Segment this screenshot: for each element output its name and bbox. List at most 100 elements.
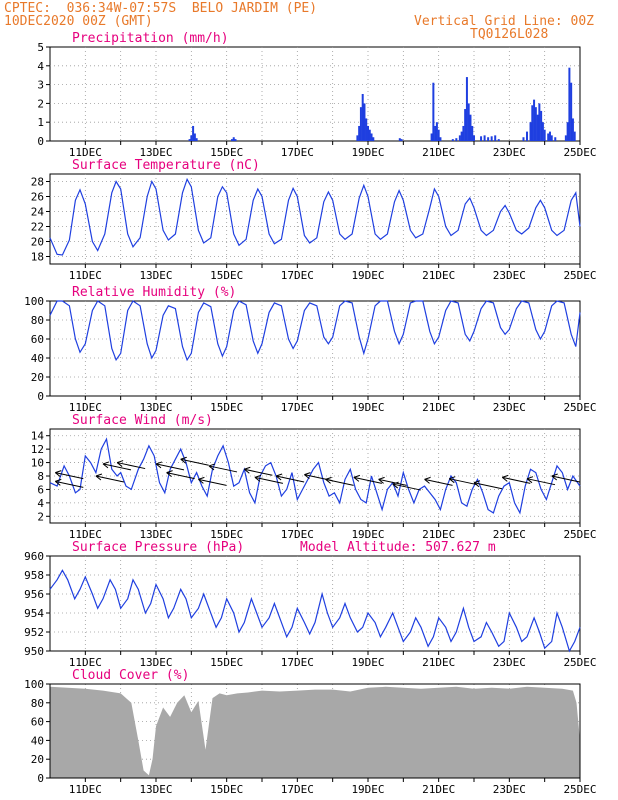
precip-bar <box>526 131 528 141</box>
precip-bar <box>480 136 483 141</box>
x-tick-label: 13DEC <box>139 783 172 796</box>
x-tick-label: 25DEC <box>563 146 596 159</box>
precip-bar <box>232 137 235 141</box>
precip-bar <box>368 129 371 141</box>
precip-bar <box>462 125 465 141</box>
y-tick-label: 2 <box>37 97 44 110</box>
precip-bar <box>543 129 546 141</box>
precip-bar <box>398 138 401 141</box>
wind-arrow <box>526 478 556 486</box>
y-tick-label: 20 <box>31 371 44 384</box>
precip-bar <box>361 94 364 141</box>
x-tick-label: 21DEC <box>422 656 455 669</box>
wind-arrow <box>325 478 354 486</box>
x-tick-label: 21DEC <box>422 783 455 796</box>
header-model-code: TQ0126L028 <box>470 27 549 42</box>
wind-arrow <box>166 472 195 480</box>
x-tick-label: 11DEC <box>69 269 102 282</box>
y-tick-label: 956 <box>24 588 44 601</box>
header-station: CPTEC: 036:34W-07:57S BELO JARDIM (PE) <box>4 1 318 16</box>
series-line <box>49 177 581 256</box>
panel-3 <box>46 428 581 527</box>
wind-arrow-head <box>155 461 163 469</box>
y-tick-label: 2 <box>37 510 44 523</box>
precip-bar <box>358 125 361 141</box>
wind-arrow <box>502 476 531 484</box>
x-tick-label: 23DEC <box>493 783 526 796</box>
x-tick-label: 25DEC <box>563 656 596 669</box>
wind-arrow-head <box>448 476 456 484</box>
x-tick-label: 17DEC <box>281 146 314 159</box>
x-tick-label: 25DEC <box>563 269 596 282</box>
x-tick-label: 11DEC <box>69 656 102 669</box>
x-tick-label: 17DEC <box>281 528 314 541</box>
y-tick-label: 0 <box>37 772 44 785</box>
wind-arrow-head <box>116 460 124 467</box>
precip-bar <box>566 122 569 141</box>
x-tick-label: 17DEC <box>281 269 314 282</box>
y-tick-label: 26 <box>31 191 44 204</box>
precip-bar <box>439 137 442 141</box>
wind-arrow <box>102 463 132 471</box>
wind-arrow-head <box>275 473 283 481</box>
wind-arrow-head <box>54 478 62 486</box>
y-tick-label: 80 <box>31 697 44 710</box>
precip-bar <box>465 77 468 141</box>
wind-arrow <box>55 480 84 488</box>
x-tick-label: 23DEC <box>493 656 526 669</box>
precip-bar <box>464 109 467 141</box>
precip-bar <box>547 133 550 141</box>
precip-bar <box>460 131 463 141</box>
y-tick-label: 3 <box>37 79 44 92</box>
wind-arrow-head <box>501 474 509 482</box>
precip-bar <box>458 135 461 141</box>
wind-arrow-head <box>102 461 110 469</box>
precip-bar <box>365 118 368 141</box>
precip-bar <box>494 135 497 141</box>
wind-arrow-head <box>473 480 481 488</box>
wind-arrow <box>473 482 503 490</box>
y-tick-label: 100 <box>24 295 44 308</box>
wind-arrow <box>424 478 453 486</box>
precip-bar <box>529 122 532 141</box>
precip-bar <box>522 137 525 141</box>
x-tick-label: 19DEC <box>351 401 384 414</box>
x-tick-label: 19DEC <box>351 656 384 669</box>
panel-title: Cloud Cover (%) <box>72 668 189 683</box>
series-line <box>49 437 581 515</box>
precip-bar <box>570 82 573 141</box>
y-tick-label: 6 <box>37 483 44 496</box>
panel-title: Surface Temperature (nC) <box>72 158 260 173</box>
wind-arrow <box>198 478 227 486</box>
series-line <box>49 300 581 362</box>
wind-arrow <box>155 463 185 471</box>
header-date: 10DEC2020 00Z (GMT) <box>4 14 153 29</box>
y-tick-label: 954 <box>24 607 44 620</box>
x-tick-label: 11DEC <box>69 783 102 796</box>
y-tick-label: 960 <box>24 550 44 563</box>
wind-arrow-head <box>208 463 216 471</box>
precip-bar <box>430 133 433 141</box>
x-tick-label: 23DEC <box>493 269 526 282</box>
precip-bar <box>541 122 544 141</box>
precip-bar <box>467 103 470 141</box>
precip-bar <box>548 131 551 141</box>
wind-arrow <box>208 465 238 473</box>
precip-bar <box>188 139 191 141</box>
wind-arrow-head <box>54 470 62 478</box>
panel-frame <box>49 173 581 265</box>
wind-arrow <box>353 476 382 484</box>
precip-bar <box>230 139 233 141</box>
wind-arrow-head <box>378 476 385 484</box>
precip-bar <box>190 135 193 141</box>
x-tick-label: 19DEC <box>351 146 384 159</box>
panel-frame-top <box>49 683 581 779</box>
panel-title: Precipitation (mm/h) <box>72 31 229 46</box>
wind-arrow <box>378 478 407 486</box>
x-tick-label: 17DEC <box>281 401 314 414</box>
series-line <box>49 569 581 653</box>
wind-arrow-head <box>526 476 534 484</box>
precip-bar <box>367 125 369 141</box>
x-tick-label: 21DEC <box>422 528 455 541</box>
